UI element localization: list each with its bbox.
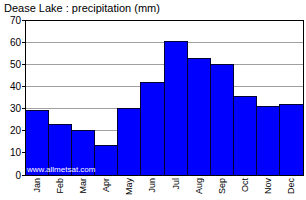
y-tick-label: 30 (10, 103, 22, 114)
chart-svg: 0 10 20 30 40 50 60 70 Jan Feb Mar Apr May Jun Jul Aug S… (0, 0, 306, 200)
bar (164, 41, 187, 175)
plot-background (25, 20, 303, 175)
y-tick-label: 0 (15, 170, 21, 181)
plot-frame (25, 20, 303, 175)
chart-container: 0 10 20 30 40 50 60 70 Jan Feb Mar Apr May Jun Jul Aug S… (0, 0, 306, 200)
x-tick-label: Apr (101, 178, 111, 192)
x-tick-label: Mar (78, 178, 88, 194)
annotation: www.allmetsat.com (26, 165, 96, 174)
y-tick-label: 40 (10, 81, 22, 92)
bar (118, 109, 141, 175)
y-tick-label: 70 (10, 15, 22, 26)
bars (25, 41, 303, 175)
y-tick-label: 10 (10, 147, 22, 158)
x-tick-label: Jan (32, 178, 42, 193)
bar (187, 59, 210, 175)
bar (280, 104, 303, 175)
bar (141, 82, 164, 175)
x-tick-label: Feb (55, 178, 65, 194)
bar (210, 64, 233, 175)
x-tick-label: Sep (217, 178, 227, 194)
x-tick-label: Nov (263, 178, 273, 195)
x-tick-label: Oct (240, 178, 250, 193)
x-tick-label: Jul (171, 178, 181, 190)
y-tick-label: 60 (10, 37, 22, 48)
x-tick-label: May (124, 178, 134, 196)
x-tick-label: Dec (286, 178, 296, 195)
x-tick-label: Aug (194, 178, 204, 194)
bar (95, 145, 118, 175)
bar (234, 96, 257, 175)
y-tick-label: 50 (10, 59, 22, 70)
title: Dease Lake : precipitation (mm) (4, 2, 160, 14)
y-tick-label: 20 (10, 125, 22, 136)
bar (257, 106, 280, 175)
x-tick-label: Jun (147, 178, 157, 193)
